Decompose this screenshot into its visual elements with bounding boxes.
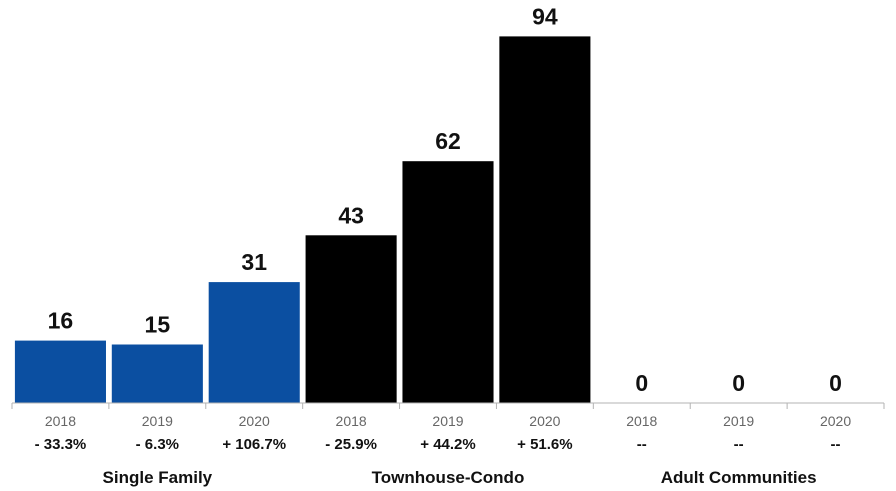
- bar: [402, 161, 494, 403]
- bar-value-label: 16: [48, 308, 74, 334]
- x-axis: [11, 402, 885, 409]
- percent-change-label: --: [637, 436, 647, 453]
- percent-change-label: + 51.6%: [517, 436, 572, 453]
- bar-value-label: 31: [241, 249, 267, 275]
- bars-layer: [14, 36, 591, 404]
- x-tick-label-year: 2019: [723, 413, 754, 429]
- bar: [208, 282, 300, 403]
- bar-value-label: 62: [435, 128, 461, 154]
- group-label: Single Family: [103, 468, 213, 487]
- bar-value-label: 0: [732, 370, 745, 396]
- percent-change-label: + 106.7%: [222, 436, 286, 453]
- labels-layer: 16 2018 - 33.3% 15 2019 - 6.3% 31 2020 + 106.7% S…: [35, 3, 852, 487]
- x-tick-label-year: 2018: [336, 413, 367, 429]
- x-tick-label-year: 2020: [239, 413, 270, 429]
- bar: [305, 235, 397, 403]
- bar-value-label: 0: [829, 370, 842, 396]
- x-tick-label-year: 2018: [626, 413, 657, 429]
- bar: [111, 344, 203, 403]
- group-label: Townhouse-Condo: [372, 468, 525, 487]
- x-tick-label-year: 2019: [142, 413, 173, 429]
- bar-value-label: 94: [532, 3, 558, 29]
- bar: [14, 340, 106, 403]
- bar-value-label: 15: [145, 312, 171, 338]
- x-tick-label-year: 2020: [820, 413, 851, 429]
- x-tick-label-year: 2019: [432, 413, 463, 429]
- bar-value-label: 0: [635, 370, 648, 396]
- percent-change-label: + 44.2%: [420, 436, 475, 453]
- percent-change-label: - 6.3%: [136, 436, 179, 453]
- group-label: Adult Communities: [661, 468, 817, 487]
- x-tick-label-year: 2020: [529, 413, 560, 429]
- percent-change-label: --: [734, 436, 744, 453]
- bar-value-label: 43: [338, 202, 364, 228]
- percent-change-label: --: [831, 436, 841, 453]
- x-tick-label-year: 2018: [45, 413, 76, 429]
- bar: [499, 36, 591, 404]
- percent-change-label: - 25.9%: [325, 436, 377, 453]
- percent-change-label: - 33.3%: [35, 436, 87, 453]
